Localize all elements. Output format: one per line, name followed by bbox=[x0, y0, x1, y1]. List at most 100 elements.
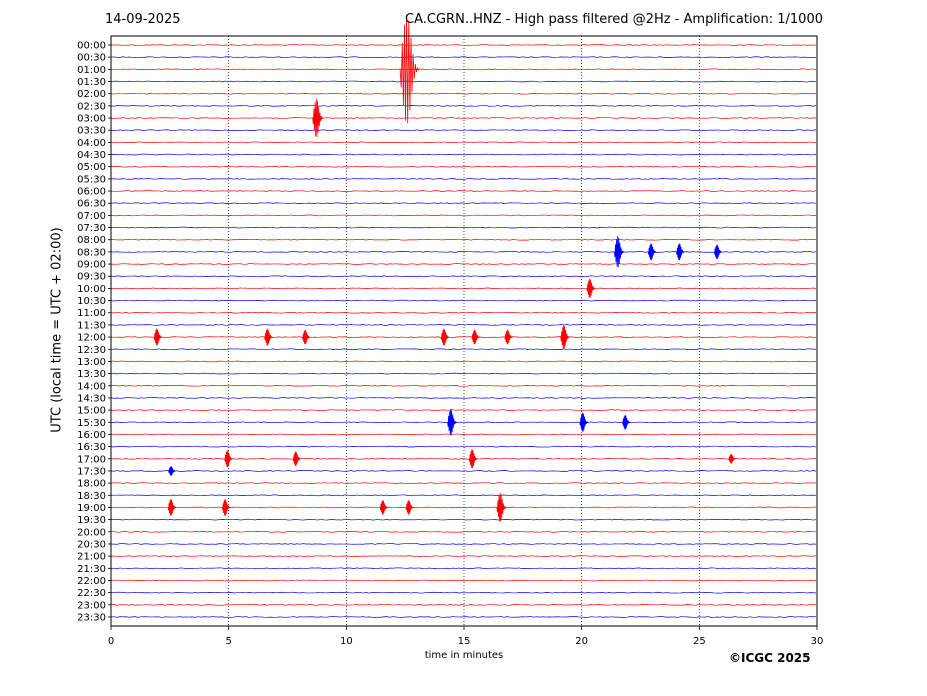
trace-line bbox=[110, 238, 817, 241]
seismic-event bbox=[496, 492, 507, 522]
date-label: 14-09-2025 bbox=[105, 12, 181, 27]
seismic-event bbox=[264, 328, 273, 346]
seismic-event bbox=[405, 500, 414, 515]
seismic-event bbox=[647, 243, 657, 261]
trace-line bbox=[110, 409, 817, 411]
trace-line bbox=[110, 336, 817, 338]
x-tick-label: 0 bbox=[108, 636, 114, 647]
chart-title: CA.CGRN..HNZ - High pass filtered @2Hz -… bbox=[405, 12, 823, 27]
x-tick-label: 5 bbox=[225, 636, 231, 647]
trace-line bbox=[110, 80, 817, 83]
trace-line bbox=[110, 129, 817, 131]
seismic-event bbox=[560, 324, 570, 350]
seismic-event bbox=[302, 329, 311, 345]
trace-line bbox=[110, 68, 817, 71]
trace-line bbox=[110, 579, 817, 582]
trace-line bbox=[110, 153, 817, 156]
y-tick-label: 13:00 bbox=[77, 357, 106, 368]
trace-line bbox=[110, 397, 817, 399]
y-tick-label: 19:30 bbox=[77, 515, 106, 526]
y-tick-label: 18:30 bbox=[77, 491, 106, 502]
y-tick-label: 00:30 bbox=[77, 53, 106, 64]
trace-line bbox=[110, 92, 817, 95]
trace-line bbox=[110, 433, 817, 436]
trace-line bbox=[110, 372, 817, 375]
grid-lines bbox=[228, 36, 700, 626]
seismic-event bbox=[728, 453, 736, 464]
y-tick-label: 00:00 bbox=[77, 41, 106, 52]
trace-line bbox=[110, 190, 817, 192]
trace-line bbox=[110, 482, 817, 484]
seismic-events bbox=[153, 14, 736, 522]
trace-line bbox=[110, 494, 817, 497]
y-tick-label: 15:30 bbox=[77, 418, 106, 429]
y-tick-label: 16:30 bbox=[77, 442, 106, 453]
y-axis-label: UTC (local time = UTC + 02:00) bbox=[49, 227, 65, 433]
y-tick-label: 15:00 bbox=[77, 406, 106, 417]
trace-line bbox=[110, 202, 817, 205]
y-tick-label: 03:00 bbox=[77, 114, 106, 125]
trace-line bbox=[110, 421, 817, 424]
trace-line bbox=[110, 518, 817, 521]
y-tick-label: 10:00 bbox=[77, 284, 106, 295]
trace-lines bbox=[110, 44, 817, 618]
trace-line bbox=[110, 178, 817, 180]
seismic-event bbox=[614, 236, 625, 268]
trace-line bbox=[110, 591, 817, 594]
y-tick-label: 18:00 bbox=[77, 479, 106, 490]
y-tick-label: 04:30 bbox=[77, 150, 106, 161]
trace-line bbox=[110, 324, 817, 326]
y-tick-label: 05:00 bbox=[77, 162, 106, 173]
trace-line bbox=[110, 457, 817, 460]
trace-line bbox=[110, 616, 817, 618]
y-tick-label: 17:30 bbox=[77, 466, 106, 477]
trace-line bbox=[110, 530, 817, 533]
y-tick-label: 09:00 bbox=[77, 260, 106, 271]
trace-line bbox=[110, 543, 817, 545]
y-tick-label: 05:30 bbox=[77, 174, 106, 185]
y-tick-label: 08:30 bbox=[77, 247, 106, 258]
seismic-event bbox=[447, 408, 458, 436]
trace-line bbox=[110, 506, 817, 509]
trace-line bbox=[110, 165, 817, 168]
seismic-event bbox=[622, 414, 631, 430]
trace-line bbox=[110, 141, 817, 144]
y-tick-label: 20:00 bbox=[77, 527, 106, 538]
y-tick-label: 23:30 bbox=[77, 612, 106, 623]
seismic-event bbox=[224, 450, 233, 468]
y-tick-label: 09:30 bbox=[77, 272, 106, 283]
y-tick-label: 12:00 bbox=[77, 333, 106, 344]
y-tick-label: 14:00 bbox=[77, 381, 106, 392]
y-tick-label: 01:00 bbox=[77, 65, 106, 76]
seismic-event bbox=[713, 244, 723, 260]
y-tick-label: 22:30 bbox=[77, 588, 106, 599]
seismic-event bbox=[379, 500, 388, 515]
seismic-event bbox=[579, 412, 589, 432]
trace-line bbox=[110, 263, 817, 265]
y-tick-label: 07:00 bbox=[77, 211, 106, 222]
y-tick-label: 21:30 bbox=[77, 564, 106, 575]
trace-line bbox=[110, 105, 817, 107]
y-tick-label: 12:30 bbox=[77, 345, 106, 356]
seismic-event bbox=[504, 329, 513, 345]
trace-line bbox=[110, 226, 817, 229]
trace-line bbox=[110, 299, 817, 302]
y-tick-label: 04:00 bbox=[77, 138, 106, 149]
seismic-event bbox=[221, 498, 231, 516]
copyright-label: ©ICGC 2025 bbox=[729, 651, 811, 665]
seismic-event bbox=[399, 14, 420, 124]
seismic-event bbox=[312, 98, 324, 138]
trace-line bbox=[110, 214, 817, 217]
trace-line bbox=[110, 384, 817, 387]
x-axis-label: time in minutes bbox=[424, 650, 504, 661]
trace-line bbox=[110, 604, 817, 606]
seismic-event bbox=[468, 449, 478, 469]
seismic-event bbox=[153, 328, 163, 346]
seismic-event bbox=[292, 451, 301, 466]
y-tick-label: 03:30 bbox=[77, 126, 106, 137]
y-tick-label: 11:00 bbox=[77, 308, 106, 319]
x-tick-label: 30 bbox=[811, 636, 824, 647]
seismic-event bbox=[676, 243, 685, 261]
